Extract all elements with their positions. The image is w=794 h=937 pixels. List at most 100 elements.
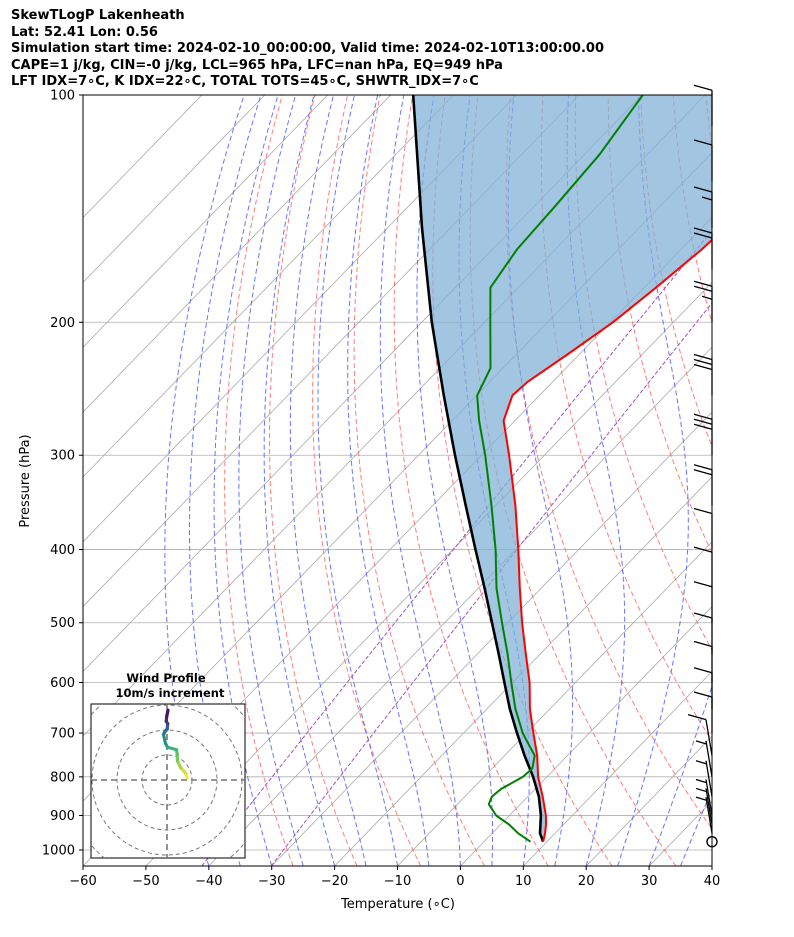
stability-indices-2: LFT IDX=7∘C, K IDX=22∘C, TOTAL TOTS=45∘C… bbox=[11, 74, 479, 89]
moist-adiabat bbox=[347, 95, 430, 866]
wind-barb-full bbox=[693, 232, 713, 239]
background-grid bbox=[83, 95, 794, 866]
y-axis-label: Pressure (hPa) bbox=[18, 434, 33, 527]
wind-barb-full bbox=[693, 139, 713, 146]
wind-barb-full bbox=[693, 469, 713, 476]
wind-barb-full bbox=[693, 84, 713, 91]
moist-adiabat bbox=[289, 95, 367, 866]
moist-adiabat bbox=[507, 95, 574, 866]
wind-barb bbox=[693, 353, 713, 396]
wind-barb-half bbox=[695, 796, 707, 801]
isotherm-line bbox=[334, 476, 712, 866]
dry-adiabat bbox=[739, 95, 794, 866]
dry-adiabat bbox=[269, 95, 358, 866]
wind-barb-full bbox=[693, 418, 713, 425]
hodograph-subtitle: 10m/s increment bbox=[116, 686, 225, 700]
isotherm-line bbox=[83, 95, 517, 543]
wind-barb-half bbox=[695, 778, 707, 784]
isotherm-line bbox=[271, 411, 712, 866]
dry-adiabat bbox=[393, 95, 549, 866]
y-tick-label: 100 bbox=[50, 89, 75, 104]
isotherm-line bbox=[83, 95, 391, 413]
chart-header: SkewTLogP Lakenheath Lat: 52.41 Lon: 0.5… bbox=[11, 8, 604, 91]
wind-barb-full bbox=[693, 280, 713, 287]
dry-adiabat bbox=[771, 95, 794, 866]
wind-barb-full bbox=[693, 691, 713, 698]
x-tick-label: 10 bbox=[515, 874, 532, 889]
x-tick-label: 0 bbox=[456, 874, 464, 889]
isotherm-line bbox=[145, 281, 712, 866]
chart-title: SkewTLogP Lakenheath bbox=[11, 8, 185, 23]
wind-barb bbox=[693, 507, 713, 550]
dry-adiabat bbox=[640, 95, 712, 448]
x-tick-label: −10 bbox=[384, 874, 411, 889]
profile-lines bbox=[411, 95, 712, 843]
dry-adiabat bbox=[312, 95, 422, 866]
dry-adiabat bbox=[505, 95, 712, 830]
wind-barb-full bbox=[693, 285, 713, 292]
cape-area bbox=[413, 95, 712, 842]
wind-barb-staff bbox=[705, 719, 713, 756]
isotherm-line bbox=[83, 95, 454, 478]
moist-adiabat bbox=[680, 787, 712, 866]
wind-barb-full bbox=[693, 353, 713, 361]
stability-indices-1: CAPE=1 j/kg, CIN=-0 j/kg, LCL=965 hPa, L… bbox=[11, 57, 503, 73]
moist-adiabat bbox=[189, 95, 262, 866]
wind-barb-half bbox=[695, 760, 707, 765]
dry-adiabat bbox=[353, 95, 485, 866]
moist-adiabat bbox=[238, 95, 304, 866]
x-tick-label: −50 bbox=[132, 874, 159, 889]
isotherm-line bbox=[460, 606, 712, 866]
wind-barb-full bbox=[687, 714, 707, 721]
wind-barb-half bbox=[695, 787, 707, 793]
wind-barb-full bbox=[693, 358, 713, 366]
dewpoint-profile-line bbox=[476, 95, 644, 843]
wind-barb-full bbox=[693, 464, 713, 471]
moist-adiabat bbox=[711, 864, 712, 866]
x-tick-label: 20 bbox=[578, 874, 595, 889]
wind-barb-staff bbox=[705, 760, 713, 797]
moist-adiabat bbox=[617, 95, 689, 866]
dry-adiabat bbox=[224, 95, 294, 866]
isotherm-line bbox=[83, 95, 328, 348]
x-tick-label: −30 bbox=[258, 874, 285, 889]
wind-barb bbox=[687, 714, 713, 756]
mixing-ratio-line bbox=[270, 302, 712, 866]
y-tick-label: 700 bbox=[50, 727, 75, 742]
dry-adiabat bbox=[705, 95, 712, 152]
wind-barb bbox=[695, 787, 713, 825]
x-tick-label: 40 bbox=[704, 874, 721, 889]
wind-barb-half bbox=[695, 740, 707, 745]
wind-barb-full bbox=[693, 363, 713, 371]
y-tick-label: 600 bbox=[50, 676, 75, 691]
isotherm-line bbox=[523, 670, 712, 866]
moist-adiabat bbox=[379, 95, 461, 866]
wind-barb-full bbox=[693, 640, 713, 648]
parcel-profile-line bbox=[411, 95, 545, 843]
wind-barb-half bbox=[701, 295, 713, 300]
y-tick-label: 900 bbox=[50, 809, 75, 824]
hodograph-segment bbox=[165, 708, 170, 718]
isotherm-line bbox=[585, 735, 712, 866]
wind-barb-full bbox=[693, 413, 713, 420]
moist-adiabat bbox=[648, 684, 712, 866]
moist-adiabat bbox=[263, 95, 336, 866]
hodograph-title: Wind Profile bbox=[126, 671, 206, 685]
moist-adiabat bbox=[213, 95, 279, 866]
station-coordinates: Lat: 52.41 Lon: 0.56 bbox=[11, 24, 158, 40]
x-tick-label: −60 bbox=[69, 874, 96, 889]
wind-barb-full bbox=[693, 612, 713, 619]
temperature-profile-line bbox=[502, 238, 712, 842]
axis-ticks: −60 −50 −40 −30 −20 −10 0 10 20 30 40 1000 900 800 700… bbox=[42, 89, 720, 890]
x-tick-label: −20 bbox=[321, 874, 348, 889]
isotherm-line bbox=[83, 95, 266, 283]
y-tick-label: 1000 bbox=[42, 844, 75, 859]
y-tick-label: 200 bbox=[50, 316, 75, 331]
y-tick-label: 800 bbox=[50, 770, 75, 785]
wind-barb-staff bbox=[705, 740, 713, 777]
y-tick-label: 400 bbox=[50, 543, 75, 558]
wind-barb bbox=[695, 778, 713, 816]
wind-barb-full bbox=[693, 227, 713, 234]
wind-barb bbox=[693, 413, 713, 456]
